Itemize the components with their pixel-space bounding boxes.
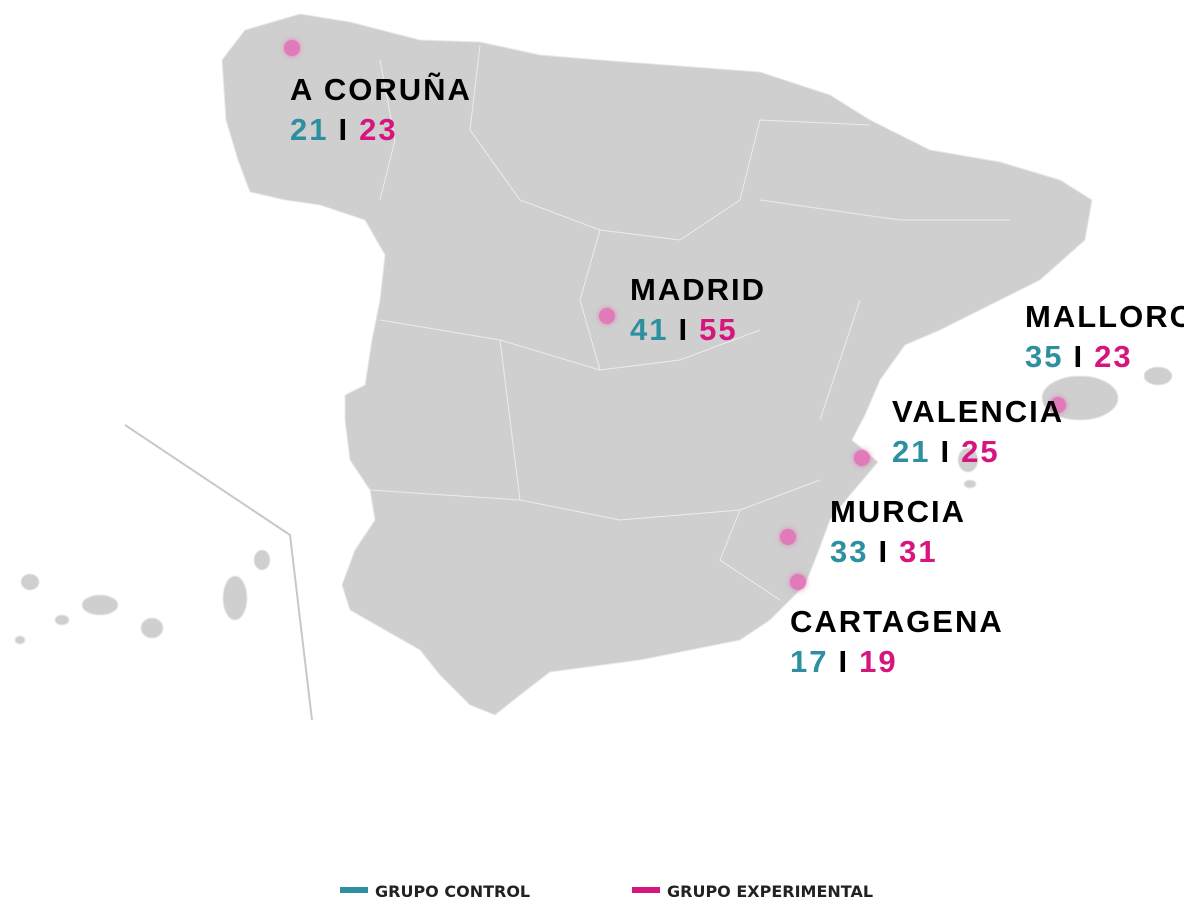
land (14, 13, 1173, 716)
legend-label: GRUPO EXPERIMENTAL (667, 882, 873, 901)
city-values: 33 I 31 (830, 534, 938, 569)
canary-divider (124, 424, 313, 721)
canary-island (54, 614, 70, 626)
separator: I (678, 312, 689, 347)
experimental-value: 55 (699, 312, 737, 347)
city-values: 21 I 23 (290, 112, 398, 147)
experimental-value: 23 (359, 112, 397, 147)
city-values: 41 I 55 (630, 312, 738, 347)
menorca (1143, 366, 1173, 386)
city-name: VALENCIA (892, 394, 1064, 429)
canary-island (253, 549, 271, 571)
legend-label: GRUPO CONTROL (375, 882, 530, 901)
control-value: 33 (830, 534, 868, 569)
city-name: MADRID (630, 272, 766, 307)
city-dot (284, 40, 300, 56)
city-dot (1050, 397, 1066, 413)
canary-island (20, 573, 40, 591)
separator: I (338, 112, 349, 147)
mainland (221, 13, 1093, 716)
control-value: 21 (290, 112, 328, 147)
separator: I (1073, 339, 1084, 374)
legend-swatch (340, 887, 368, 893)
labels: A CORUÑA 21 I 23 MADRID 41 I 55 MALLORCA 35 I 23 VAL… (284, 40, 1184, 679)
separator: I (838, 644, 849, 679)
canary-island (14, 635, 26, 645)
control-value: 17 (790, 644, 828, 679)
canary-island (81, 594, 119, 616)
formentera (963, 479, 977, 489)
canary-island (140, 617, 164, 639)
city-name: MURCIA (830, 494, 966, 529)
separator: I (940, 434, 951, 469)
city-dot (790, 574, 806, 590)
city-values: 21 I 25 (892, 434, 1000, 469)
city-values: 17 I 19 (790, 644, 898, 679)
experimental-value: 31 (899, 534, 937, 569)
city-name: A CORUÑA (290, 72, 472, 107)
control-value: 35 (1025, 339, 1063, 374)
canary-island (222, 575, 248, 621)
city-dot (854, 450, 870, 466)
legend: GRUPO CONTROL GRUPO EXPERIMENTAL (340, 882, 873, 901)
city-dot (780, 529, 796, 545)
control-value: 41 (630, 312, 668, 347)
regions (369, 44, 1010, 601)
experimental-value: 25 (961, 434, 999, 469)
city-values: 35 I 23 (1025, 339, 1133, 374)
city-name: CARTAGENA (790, 604, 1004, 639)
experimental-value: 23 (1094, 339, 1132, 374)
control-value: 21 (892, 434, 930, 469)
city-name: MALLORCA (1025, 299, 1184, 334)
ibiza (957, 447, 979, 473)
legend-swatch (632, 887, 660, 893)
city-dot (599, 308, 615, 324)
experimental-value: 19 (859, 644, 897, 679)
separator: I (878, 534, 889, 569)
